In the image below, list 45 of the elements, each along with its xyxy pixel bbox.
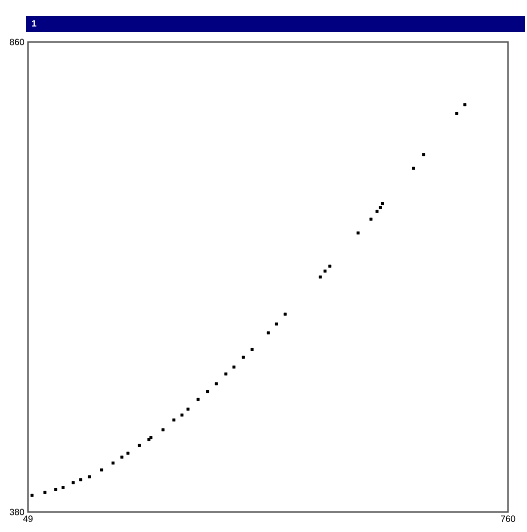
x-tick-label: 49	[23, 516, 33, 522]
point	[224, 372, 228, 376]
point	[147, 438, 150, 442]
point	[112, 462, 115, 465]
point	[250, 348, 254, 351]
point	[30, 494, 34, 497]
point	[126, 452, 130, 455]
point	[232, 366, 236, 369]
point	[72, 481, 75, 484]
point	[356, 231, 360, 234]
point	[284, 312, 287, 316]
point	[138, 444, 141, 447]
point	[274, 322, 278, 326]
point	[369, 218, 372, 221]
point	[196, 398, 200, 401]
point	[149, 436, 152, 440]
point	[376, 210, 379, 213]
point	[463, 103, 466, 106]
point	[422, 153, 426, 156]
point	[88, 475, 91, 478]
point	[324, 270, 327, 273]
point	[162, 428, 165, 432]
point	[120, 456, 124, 459]
point	[54, 488, 58, 491]
point	[214, 382, 218, 386]
point	[378, 206, 382, 209]
point	[100, 468, 104, 472]
point	[380, 202, 384, 206]
point	[43, 490, 46, 494]
point	[79, 478, 82, 482]
x-tick-label: 760	[500, 516, 516, 522]
point	[412, 166, 415, 170]
point	[328, 264, 332, 268]
point	[186, 408, 190, 411]
point	[206, 390, 210, 394]
point	[318, 276, 322, 278]
point	[172, 418, 176, 422]
point	[455, 112, 458, 115]
y-tick-label: 380	[10, 508, 24, 516]
chart-title: 1	[32, 20, 36, 26]
y-tick-label: 860	[10, 38, 24, 46]
point	[62, 486, 65, 490]
point	[266, 331, 270, 334]
point	[180, 414, 184, 417]
point	[242, 356, 245, 359]
